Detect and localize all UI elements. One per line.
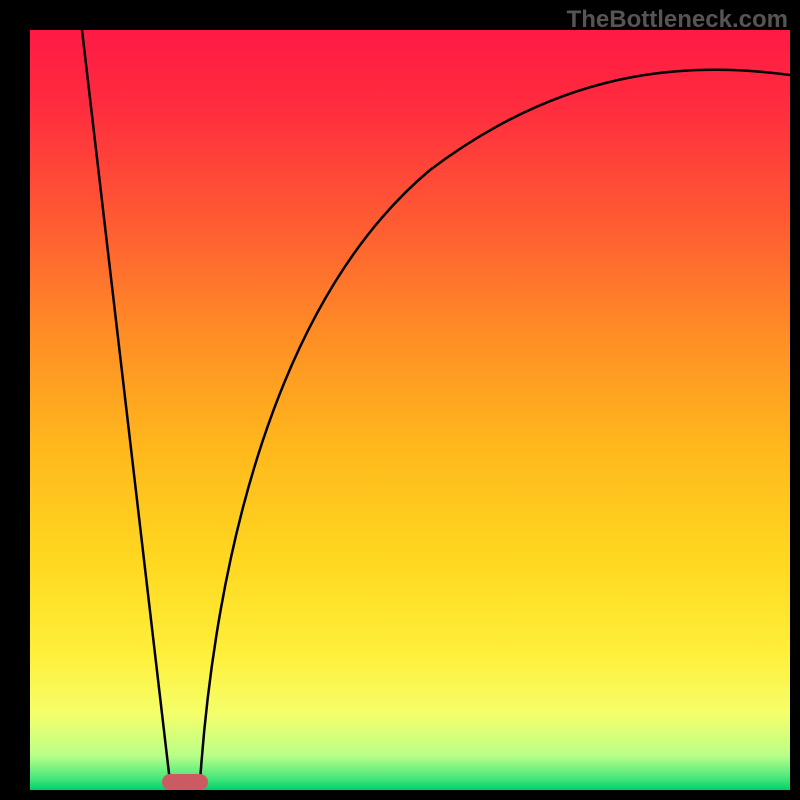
minimum-marker	[162, 774, 208, 790]
curve-layer	[0, 0, 800, 800]
right-saturating-curve	[200, 70, 790, 782]
left-descending-line	[82, 30, 170, 782]
chart-container: TheBottleneck.com	[0, 0, 800, 800]
